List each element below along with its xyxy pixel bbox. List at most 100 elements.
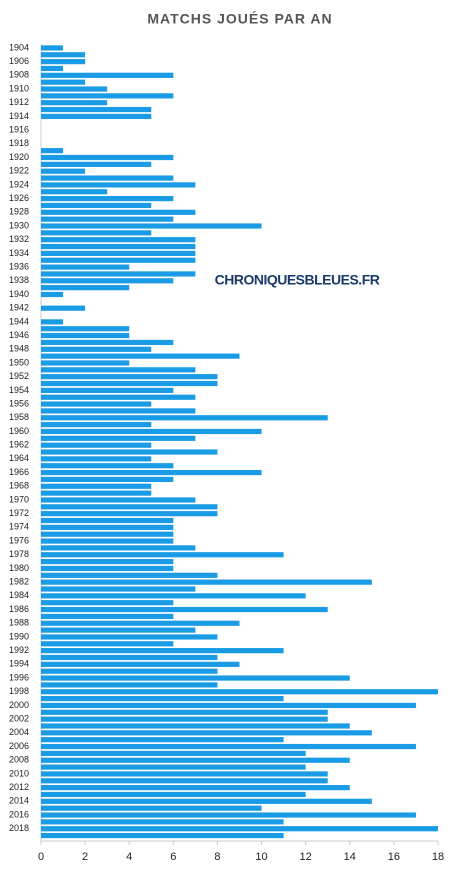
bar: [41, 72, 174, 78]
bar: [41, 353, 240, 359]
bar: [41, 216, 174, 222]
y-tick-label: 1982: [9, 577, 29, 587]
x-tick-label: 8: [214, 851, 220, 863]
bar: [41, 271, 196, 277]
bar: [41, 531, 174, 537]
bar: [41, 326, 130, 332]
y-tick-label: 2018: [9, 823, 29, 833]
bar: [41, 517, 174, 524]
y-tick-label: 1966: [9, 467, 29, 477]
bar: [41, 319, 64, 325]
bar: [41, 332, 130, 339]
bar: [41, 538, 174, 544]
bar: [41, 442, 152, 448]
bar: [41, 785, 350, 791]
bar: [41, 511, 218, 517]
y-tick-label: 1954: [9, 385, 29, 395]
y-tick-label: 1992: [9, 645, 29, 655]
bar: [41, 497, 196, 503]
bar: [41, 634, 218, 640]
watermark: CHRONIQUESBLEUES.FR: [215, 272, 380, 288]
y-tick-label: 1978: [9, 549, 29, 559]
bar: [41, 579, 372, 585]
bar: [41, 476, 174, 483]
bar: [41, 743, 416, 750]
bar: [41, 654, 218, 661]
y-tick-label: 1912: [9, 97, 29, 107]
bar: [41, 572, 218, 578]
bar: [41, 86, 108, 92]
bar: [41, 175, 174, 181]
x-tick-label: 0: [38, 851, 44, 863]
bar: [41, 250, 196, 256]
bar: [41, 805, 262, 811]
y-tick-label: 1936: [9, 261, 29, 271]
y-tick-label: 2000: [9, 700, 29, 710]
bar: [41, 422, 152, 428]
bar: [41, 565, 174, 572]
bar: [41, 285, 130, 291]
y-tick-label: 1980: [9, 563, 29, 573]
y-tick-label: 1906: [9, 56, 29, 66]
y-tick-label: 1934: [9, 248, 29, 258]
y-tick-label: 1928: [9, 207, 29, 217]
bar: [41, 79, 86, 85]
bar: [41, 408, 196, 414]
bar: [41, 552, 284, 558]
bar: [41, 750, 306, 756]
bar: [41, 469, 262, 476]
y-tick-label: 1956: [9, 398, 29, 408]
bar: [41, 716, 328, 722]
bar: [41, 196, 174, 202]
bar: [41, 559, 174, 565]
y-tick-label: 1946: [9, 330, 29, 340]
y-tick-label: 1968: [9, 481, 29, 491]
bar: [41, 798, 372, 804]
y-tick-label: 1920: [9, 152, 29, 162]
y-tick-label: 1988: [9, 618, 29, 628]
x-tick-label: 2: [82, 851, 88, 863]
bar: [41, 148, 64, 154]
bar: [41, 100, 108, 106]
x-tick-label: 14: [344, 851, 356, 863]
chart-title: MATCHS JOUÉS PAR AN: [147, 11, 332, 27]
bar: [41, 168, 86, 174]
y-tick-label: 1940: [9, 289, 29, 299]
y-tick-label: 2004: [9, 727, 29, 737]
bar: [41, 59, 86, 65]
bar: [41, 826, 438, 832]
y-tick-label: 1904: [9, 42, 29, 52]
y-tick-label: 1914: [9, 111, 29, 121]
y-tick-label: 1952: [9, 371, 29, 381]
bar: [41, 606, 328, 613]
bar: [41, 709, 328, 715]
x-tick-label: 10: [255, 851, 267, 863]
bar: [41, 202, 152, 209]
bar: [41, 401, 152, 407]
y-tick-label: 1976: [9, 535, 29, 545]
bar: [41, 483, 152, 489]
bar: [41, 613, 174, 620]
bar: [41, 819, 284, 825]
bar: [41, 209, 196, 215]
bar: [41, 243, 196, 250]
y-tick-label: 1950: [9, 357, 29, 367]
bar: [41, 545, 196, 551]
x-tick-label: 6: [170, 851, 176, 863]
bar: [41, 367, 196, 373]
bar: [41, 380, 218, 387]
bar: [41, 832, 284, 839]
x-tick-label: 12: [300, 851, 312, 863]
y-tick-label: 2014: [9, 796, 29, 806]
y-tick-label: 2006: [9, 741, 29, 751]
bar: [41, 93, 174, 99]
y-tick-label: 1948: [9, 344, 29, 354]
y-tick-label: 1958: [9, 412, 29, 422]
bar: [41, 65, 64, 72]
y-tick-label: 1908: [9, 70, 29, 80]
bar: [41, 648, 284, 654]
y-tick-label: 2010: [9, 768, 29, 778]
y-tick-label: 1990: [9, 631, 29, 641]
bar: [41, 812, 416, 818]
